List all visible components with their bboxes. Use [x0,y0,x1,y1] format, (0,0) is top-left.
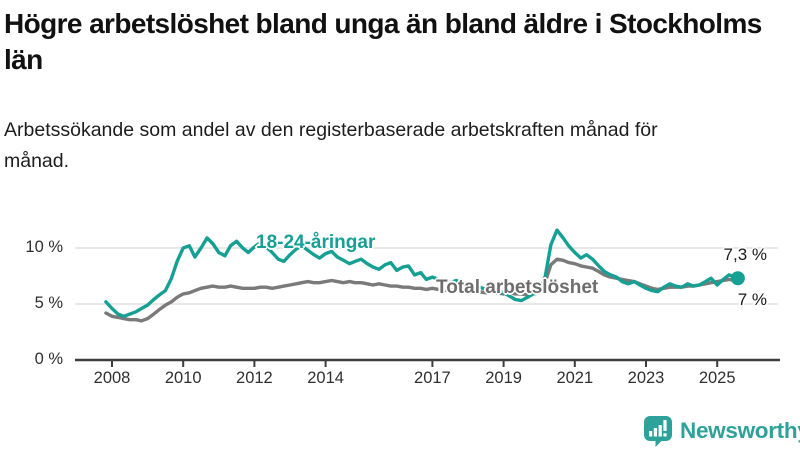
end-value-label-total-arbetsloshet: 7 % [737,290,767,309]
series-label-total-arbetsloshet: Total arbetslöshet [436,277,599,298]
x-axis-tick-label: 2019 [485,369,522,387]
x-axis-tick-label: 2012 [236,369,273,387]
series-label-18-24-aringar: 18-24-åringar [256,232,376,253]
series-line-total-arbetsl-shet [104,257,740,323]
series-line-18-24-ringar [104,228,740,318]
newsworthy-wordmark: Newsworthy [680,418,800,443]
newsworthy-chart-bubble-icon [643,415,673,447]
y-axis-tick-label: 0 % [34,350,63,368]
x-axis-tick-label: 2023 [627,369,665,387]
series-end-marker [730,271,745,286]
x-axis-tick-label: 2014 [307,369,344,387]
page-subtitle: Arbetssökande som andel av den registerb… [4,119,658,172]
x-axis-tick-label: 2010 [164,369,202,387]
x-axis-tick-label: 2025 [698,369,736,387]
newsworthy-logo[interactable]: Newsworthy [643,415,800,447]
x-axis-tick-label: 2008 [93,369,131,387]
x-axis-tick-label: 2021 [556,369,594,387]
y-axis-tick-label: 10 % [25,238,63,256]
y-axis-tick-label: 5 % [34,294,63,312]
end-value-label-18-24-aringar: 7,3 % [723,245,767,264]
x-axis-tick-label: 2017 [414,369,451,387]
page-title: Högre arbetslöshet bland unga än bland ä… [4,8,762,75]
